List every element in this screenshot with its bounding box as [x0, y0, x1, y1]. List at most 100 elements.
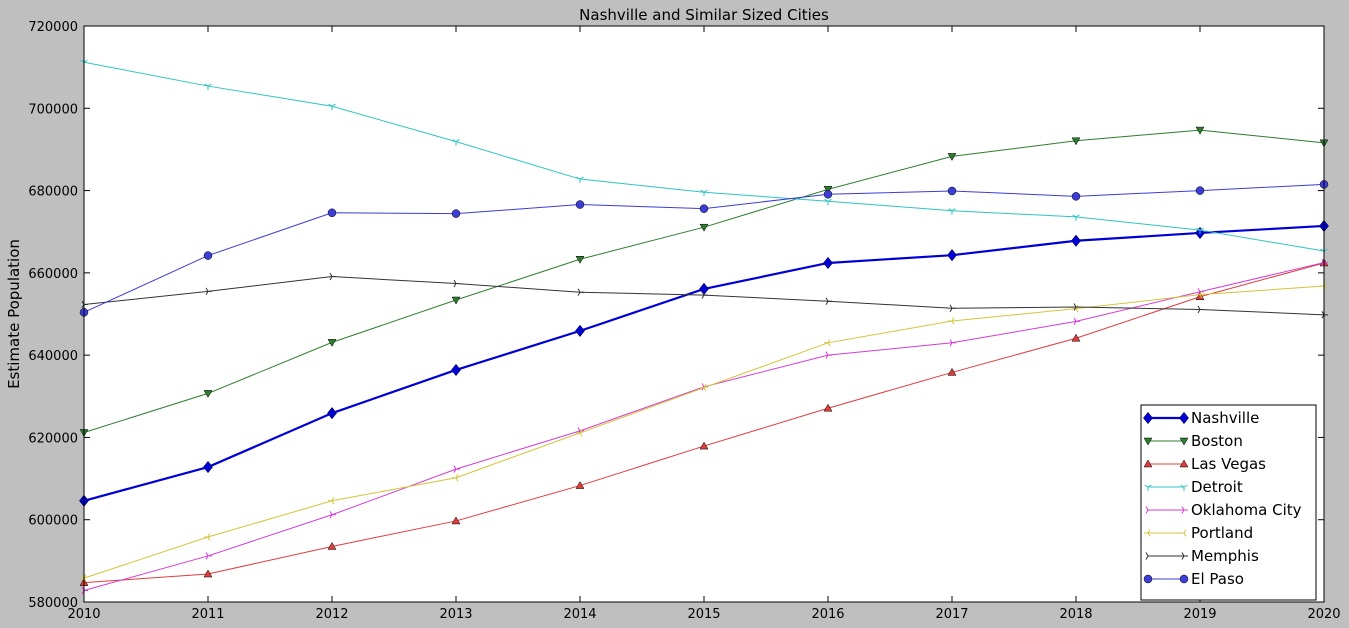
x-tick-label: 2012	[315, 607, 348, 622]
legend-label-oklahoma-city: Oklahoma City	[1191, 501, 1302, 519]
data-point-detroit	[948, 208, 956, 215]
data-point-oklahoma-city	[205, 552, 212, 560]
data-point-nashville	[451, 363, 461, 377]
legend-swatch-marker-memphis	[1145, 552, 1152, 560]
x-tick-label: 2017	[935, 607, 968, 622]
data-point-el-paso	[699, 204, 709, 213]
legend-swatch-marker-boston	[1179, 437, 1189, 446]
x-tick-label: 2019	[1183, 607, 1216, 622]
x-tick-label: 2018	[1059, 607, 1092, 622]
legend-label-portland: Portland	[1191, 524, 1253, 542]
y-tick-label: 680000	[28, 185, 78, 200]
y-tick-label: 640000	[28, 349, 78, 364]
data-point-el-paso	[823, 190, 833, 199]
data-point-las-vegas	[575, 481, 585, 489]
legend-box	[1140, 404, 1317, 601]
legend-swatch-marker-boston	[1143, 437, 1153, 446]
data-point-oklahoma-city	[825, 351, 832, 359]
data-point-portland	[204, 533, 211, 541]
series-el-paso	[79, 180, 1329, 317]
data-point-el-paso	[1195, 186, 1205, 195]
legend-label-memphis: Memphis	[1191, 547, 1259, 565]
x-tick-label: 2011	[191, 607, 224, 622]
data-point-detroit	[1196, 227, 1204, 235]
data-point-las-vegas	[823, 403, 833, 412]
y-tick-label: 660000	[28, 267, 78, 282]
legend-label-boston: Boston	[1191, 432, 1243, 450]
data-point-boston	[451, 296, 461, 305]
x-tick-label: 2013	[439, 607, 472, 622]
legend-swatch-marker-el-paso	[1179, 574, 1189, 584]
y-tick-label: 620000	[28, 431, 78, 446]
data-point-memphis	[701, 291, 708, 299]
x-tick-label: 2015	[687, 607, 720, 622]
data-point-nashville	[947, 249, 957, 262]
data-point-boston	[947, 153, 957, 161]
data-point-oklahoma-city	[1073, 317, 1080, 326]
data-point-portland	[824, 339, 831, 347]
x-tick-label: 2016	[811, 607, 844, 622]
data-point-memphis	[1073, 303, 1080, 311]
data-point-detroit	[204, 83, 212, 91]
data-point-detroit	[1072, 214, 1080, 221]
data-point-las-vegas	[203, 569, 213, 578]
data-point-boston	[1071, 137, 1081, 146]
legend-swatch-marker-el-paso	[1143, 574, 1153, 584]
data-point-boston	[327, 339, 337, 347]
data-point-nashville	[327, 407, 337, 420]
data-point-nashville	[575, 324, 585, 338]
data-point-detroit	[700, 189, 708, 197]
series-detroit	[80, 59, 1328, 256]
data-point-memphis	[453, 279, 460, 288]
data-point-el-paso	[451, 209, 461, 218]
data-point-portland	[452, 474, 459, 482]
data-point-boston	[203, 390, 213, 398]
data-point-oklahoma-city	[949, 339, 956, 347]
series-boston	[79, 126, 1329, 437]
legend-swatch-marker-portland	[1144, 529, 1151, 537]
data-point-el-paso	[203, 251, 213, 260]
data-point-portland	[576, 429, 583, 437]
y-tick-label: 600000	[28, 514, 78, 529]
data-point-el-paso	[947, 186, 957, 196]
legend-swatch-marker-oklahoma-city	[1145, 506, 1152, 514]
data-point-memphis	[825, 297, 832, 305]
legend-swatch-marker-las-vegas	[1143, 459, 1153, 468]
legend-swatch-marker-oklahoma-city	[1181, 506, 1188, 514]
series-layer	[79, 59, 1329, 595]
data-point-el-paso	[1071, 192, 1081, 201]
data-point-el-paso	[327, 208, 337, 218]
chart-title: Nashville and Similar Sized Cities	[579, 6, 829, 24]
data-point-memphis	[577, 288, 584, 296]
data-point-detroit	[824, 198, 832, 206]
series-memphis	[81, 272, 1328, 319]
data-point-las-vegas	[1071, 333, 1081, 342]
y-tick-label: 720000	[28, 20, 78, 35]
data-point-boston	[823, 186, 833, 194]
data-point-portland	[1196, 290, 1203, 299]
x-tick-label: 2010	[67, 607, 100, 622]
legend-swatch-marker-detroit	[1180, 484, 1188, 491]
data-point-las-vegas	[947, 367, 957, 376]
y-axis-label: Estimate Population	[5, 239, 23, 389]
data-point-oklahoma-city	[453, 465, 460, 473]
data-point-detroit	[328, 103, 336, 111]
legend-swatch-marker-nashville	[1179, 411, 1189, 425]
data-point-las-vegas	[327, 541, 337, 550]
plot-area	[84, 26, 1324, 602]
data-point-boston	[1195, 126, 1205, 135]
legend-label-el-paso: El Paso	[1191, 570, 1244, 588]
legend[interactable]: Nashville Boston Las Vegas Detroit Oklahoma …	[1140, 404, 1317, 601]
legend-label-detroit: Detroit	[1191, 478, 1243, 496]
data-point-boston	[699, 223, 709, 232]
legend-label-nashville: Nashville	[1191, 409, 1259, 427]
data-point-nashville	[1071, 234, 1081, 247]
x-tick-label: 2014	[563, 607, 596, 622]
data-point-detroit	[576, 176, 584, 184]
legend-label-las-vegas: Las Vegas	[1191, 455, 1266, 473]
data-point-el-paso	[575, 200, 585, 209]
x-tick-label: 2020	[1307, 607, 1340, 622]
legend-swatch-marker-memphis	[1181, 552, 1188, 560]
legend-swatch-marker-nashville	[1143, 411, 1153, 425]
